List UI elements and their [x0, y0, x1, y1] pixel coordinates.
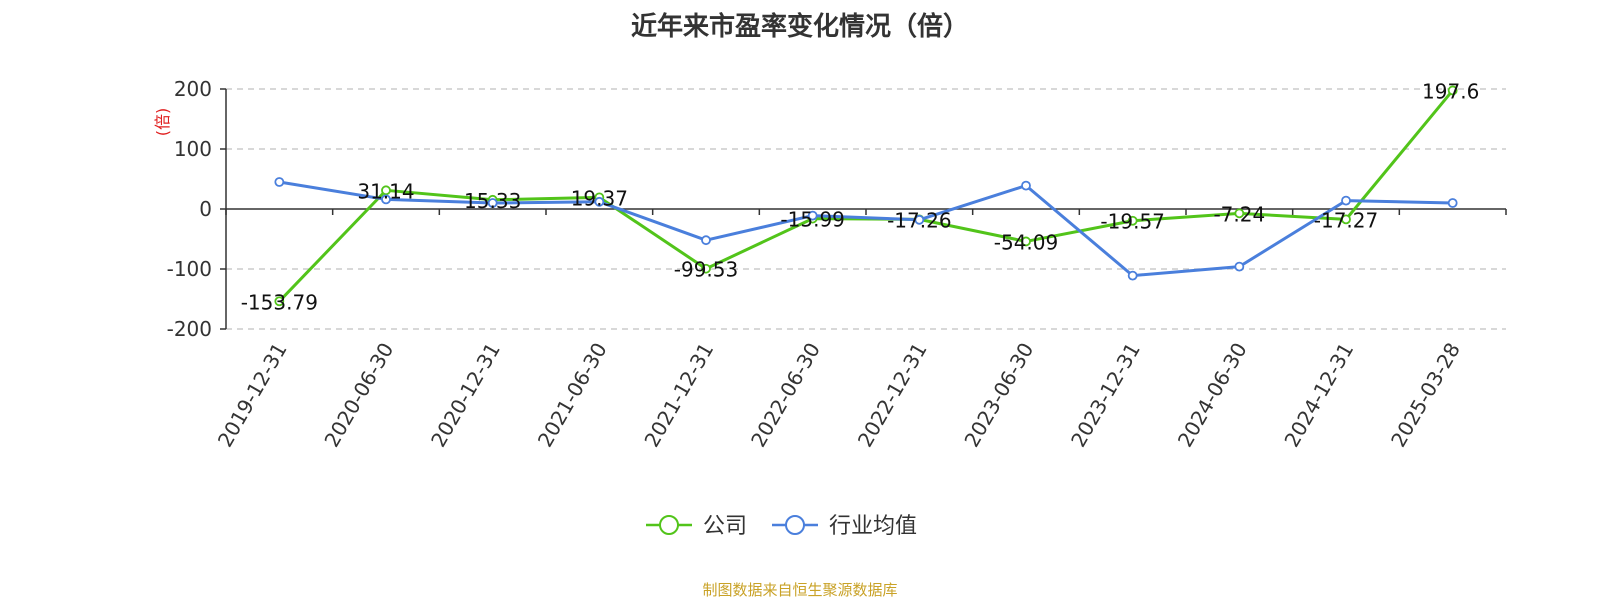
- data-label: 19.37: [571, 186, 628, 210]
- data-point[interactable]: [807, 210, 818, 221]
- legend-label: 行业均值: [829, 514, 917, 539]
- data-point[interactable]: [1021, 180, 1031, 191]
- x-tick-label: 2023-06-30: [959, 339, 1038, 452]
- x-tick-label: 2025-03-28: [1386, 339, 1465, 452]
- data-point[interactable]: [1341, 214, 1351, 225]
- x-tick-label: 2020-06-30: [319, 339, 398, 452]
- data-label-layer: -153.79 31.14 15.33 19.37 -99.53 -15.99 -17.26…: [241, 79, 1480, 314]
- x-tick-label: 2020-12-31: [426, 339, 505, 452]
- data-point[interactable]: [1127, 215, 1138, 226]
- data-point[interactable]: [1447, 85, 1458, 96]
- x-tick-label: 2022-12-31: [853, 339, 932, 452]
- data-point[interactable]: [487, 198, 498, 208]
- legend-marker-icon: [659, 515, 679, 535]
- source-note: 制图数据来自恒生聚源数据库: [702, 581, 898, 599]
- y-tick-label: 100: [174, 137, 212, 161]
- legend-item-company[interactable]: 公司: [646, 514, 747, 539]
- data-point[interactable]: [1447, 198, 1458, 208]
- data-point[interactable]: [594, 196, 605, 207]
- series-layer: [274, 85, 1458, 307]
- data-point[interactable]: [381, 185, 391, 196]
- data-label: -15.99: [780, 208, 844, 232]
- data-label: -17.27: [1314, 208, 1378, 232]
- data-point[interactable]: [1234, 208, 1245, 219]
- data-point[interactable]: [1127, 270, 1138, 281]
- data-point[interactable]: [1021, 236, 1031, 247]
- axis-layer: 200 100 0 -100 -200 (倍) 2019-12-31 2020-06-30 20…: [153, 77, 1507, 452]
- chart-title: 近年来市盈率变化情况（倍）: [630, 12, 969, 42]
- x-tick-label: 2022-06-30: [746, 339, 825, 452]
- legend-marker-icon: [785, 515, 805, 535]
- data-point[interactable]: [1234, 261, 1245, 272]
- x-tick-label: 2024-06-30: [1173, 339, 1252, 452]
- legend-label: 公司: [703, 514, 747, 539]
- data-point[interactable]: [274, 177, 285, 187]
- data-label: -153.79: [241, 290, 318, 314]
- data-point[interactable]: [914, 214, 925, 225]
- data-label: -17.26: [887, 208, 951, 232]
- y-tick-label: -100: [167, 257, 212, 281]
- x-tick-label: 2019-12-31: [213, 339, 292, 452]
- x-tick-label: 2021-06-30: [533, 339, 612, 452]
- data-label: 197.6: [1422, 79, 1479, 103]
- y-tick-label: 200: [174, 77, 212, 101]
- legend[interactable]: 公司 行业均值: [646, 514, 917, 539]
- data-label: -7.24: [1213, 202, 1265, 226]
- data-point[interactable]: [701, 263, 711, 274]
- data-label: -99.53: [674, 258, 738, 282]
- data-point[interactable]: [1341, 195, 1351, 206]
- y-tick-label: -200: [167, 317, 212, 341]
- data-point[interactable]: [381, 194, 391, 205]
- x-tick-label: 2023-12-31: [1066, 339, 1145, 452]
- data-label: 31.14: [357, 179, 414, 203]
- data-point[interactable]: [701, 235, 711, 246]
- y-axis-label: (倍): [153, 108, 172, 137]
- data-label: 15.33: [464, 189, 521, 213]
- data-label: -19.57: [1100, 210, 1164, 234]
- grid-layer: [226, 88, 1506, 330]
- legend-item-industry-average[interactable]: 行业均值: [772, 514, 917, 539]
- series-line-industry-average: [279, 180, 1453, 278]
- x-tick-label: 2024-12-31: [1279, 339, 1358, 452]
- y-tick-label: 0: [199, 197, 212, 221]
- data-point[interactable]: [274, 296, 285, 307]
- data-label: -54.09: [994, 230, 1058, 254]
- x-tick-label: 2021-12-31: [639, 339, 718, 452]
